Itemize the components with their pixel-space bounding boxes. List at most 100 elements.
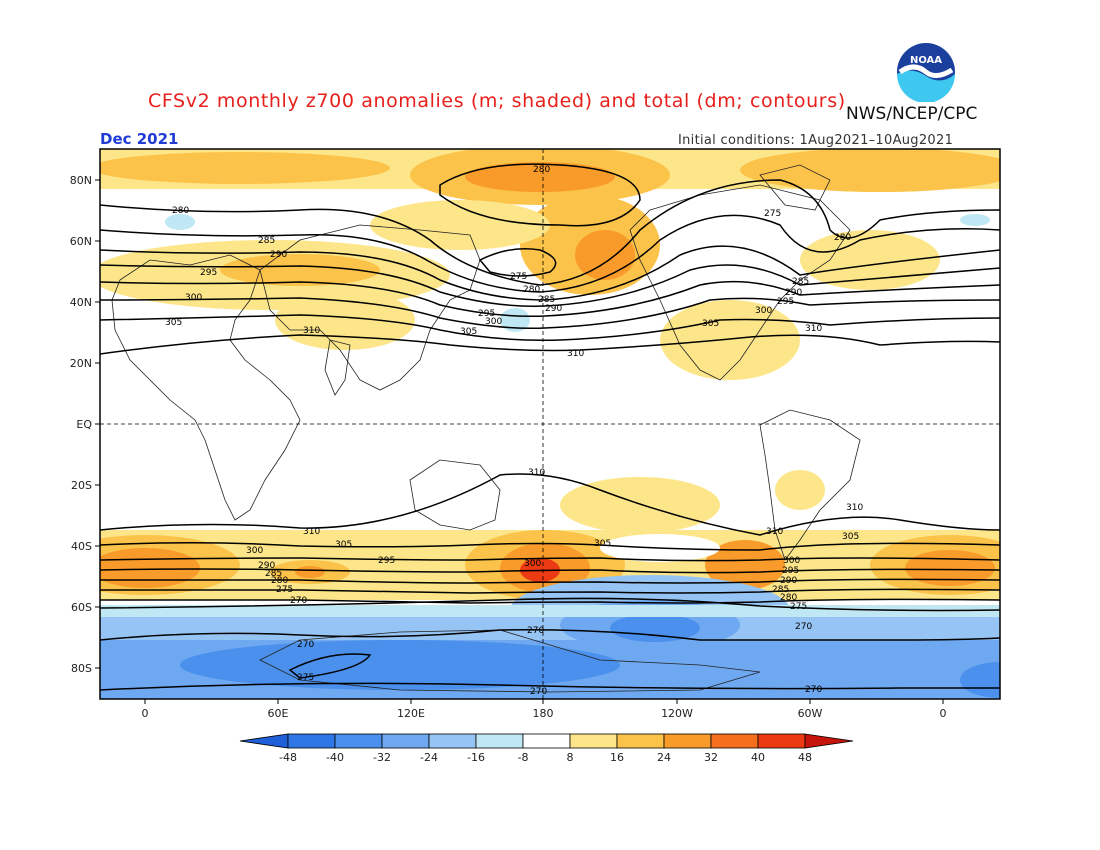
height-contours <box>100 163 1000 691</box>
contour-label: 270 <box>290 596 307 606</box>
contour-label: 280 <box>533 165 550 175</box>
colorbar-tick-label: -8 <box>518 751 529 764</box>
contour-label: 270 <box>297 640 314 650</box>
contour-label: 270 <box>527 626 544 636</box>
colorbar-swatch <box>757 733 806 749</box>
colorbar: -48 -40 -32 -24 -16 -8 8 16 24 32 40 48 <box>239 733 854 764</box>
longitude-label: 120E <box>397 707 425 720</box>
contour-label: 280 <box>523 285 540 295</box>
contour-label: 310 <box>303 326 320 336</box>
contour-label: 305 <box>594 539 611 549</box>
latitude-axis: 80N 60N 40N 20N EQ 20S 40S 60S 80S <box>70 174 100 675</box>
colorbar-tick-label: 16 <box>610 751 624 764</box>
latitude-label: 20N <box>70 357 92 370</box>
contour-label: 305 <box>842 532 859 542</box>
contour-label: 290 <box>780 576 797 586</box>
contour-label: 300 <box>185 293 202 303</box>
contour-label: 270 <box>805 685 822 695</box>
colorbar-tick-label: -48 <box>279 751 297 764</box>
colorbar-swatch <box>710 733 759 749</box>
contour-label: 275 <box>276 585 293 595</box>
anomaly-shading <box>100 149 1000 699</box>
colorbar-arrow-low <box>239 733 289 749</box>
noaa-logo-icon: NOAA <box>897 43 955 102</box>
map-title: CFSv2 monthly z700 anomalies (m; shaded)… <box>148 90 846 112</box>
contour-label: 275 <box>764 209 781 219</box>
latitude-label: EQ <box>76 418 92 431</box>
contour-label: 310 <box>805 324 822 334</box>
longitude-axis: 0 60E 120E 180 120W 60W 0 <box>142 699 947 720</box>
colorbar-swatch <box>287 733 336 749</box>
contour-label: 280 <box>271 576 288 586</box>
contour-label: 290 <box>258 561 275 571</box>
contour-label: 295 <box>200 268 217 278</box>
longitude-label: 120W <box>661 707 693 720</box>
latitude-label: 60N <box>70 235 92 248</box>
contour-label: 295 <box>378 556 395 566</box>
contour-label: 275 <box>510 272 527 282</box>
contour-label: 300 <box>485 317 502 327</box>
contour-label: 305 <box>702 319 719 329</box>
latitude-label: 80S <box>71 662 92 675</box>
latitude-label: 40N <box>70 296 92 309</box>
latitude-label: 80N <box>70 174 92 187</box>
longitude-label: 180 <box>533 707 554 720</box>
contour-label: 310 <box>528 468 545 478</box>
latitude-label: 60S <box>71 601 92 614</box>
contour-label: 300 <box>246 546 263 556</box>
colorbar-tick-label: -32 <box>373 751 391 764</box>
colorbar-swatch <box>663 733 712 749</box>
longitude-label: 60E <box>268 707 289 720</box>
coastlines <box>111 164 861 693</box>
colorbar-tick-label: 48 <box>798 751 812 764</box>
contour-label: 285 <box>772 585 789 595</box>
colorbar-swatch <box>381 733 430 749</box>
colorbar-tick-label: 24 <box>657 751 671 764</box>
contour-label: 275 <box>297 673 314 683</box>
contour-label: 275 <box>790 602 807 612</box>
colorbar-tick-label: -40 <box>326 751 344 764</box>
contour-label: 280 <box>172 206 189 216</box>
contour-label: 295 <box>777 297 794 307</box>
contour-label: 305 <box>165 318 182 328</box>
organization-label: NWS/NCEP/CPC <box>846 104 978 124</box>
contour-label: 310 <box>846 503 863 513</box>
colorbar-tick-label: 40 <box>751 751 765 764</box>
colorbar-swatch <box>475 733 524 749</box>
contour-label: 280 <box>834 233 851 243</box>
contour-label: 280 <box>780 593 797 603</box>
contour-label: 285 <box>265 569 282 579</box>
colorbar-swatch <box>616 733 665 749</box>
contour-label: 310 <box>303 527 320 537</box>
contour-label: 305 <box>335 540 352 550</box>
contour-label: 290 <box>545 304 562 314</box>
contour-label: 285 <box>258 236 275 246</box>
longitude-label: 0 <box>940 707 947 720</box>
longitude-label: 60W <box>798 707 823 720</box>
contour-label: 295 <box>478 309 495 319</box>
contour-label: 300 <box>783 556 800 566</box>
latitude-label: 40S <box>71 540 92 553</box>
contour-label: 305 <box>460 327 477 337</box>
colorbar-swatch <box>334 733 383 749</box>
valid-month-label: Dec 2021 <box>100 130 179 148</box>
contour-label: 300 <box>524 559 541 569</box>
colorbar-tick-label: 8 <box>567 751 574 764</box>
contour-label: 285 <box>538 295 555 305</box>
contour-label: 270 <box>530 687 547 697</box>
contour-label: 310 <box>766 527 783 537</box>
colorbar-tick-label: -24 <box>420 751 438 764</box>
initial-conditions-label: Initial conditions: 1Aug2021–10Aug2021 <box>678 133 954 148</box>
contour-label: 300 <box>755 306 772 316</box>
colorbar-swatch <box>569 733 618 749</box>
logo-text: NOAA <box>910 55 942 66</box>
contour-label: 270 <box>795 622 812 632</box>
contour-label: 310 <box>567 349 584 359</box>
colorbar-swatch <box>428 733 477 749</box>
contour-label: 285 <box>792 277 809 287</box>
colorbar-swatch <box>522 733 571 749</box>
colorbar-arrow-high <box>804 733 854 749</box>
latitude-label: 20S <box>71 479 92 492</box>
contour-label-group: 280 280 285 290 295 300 305 310 275 280 … <box>165 165 863 697</box>
